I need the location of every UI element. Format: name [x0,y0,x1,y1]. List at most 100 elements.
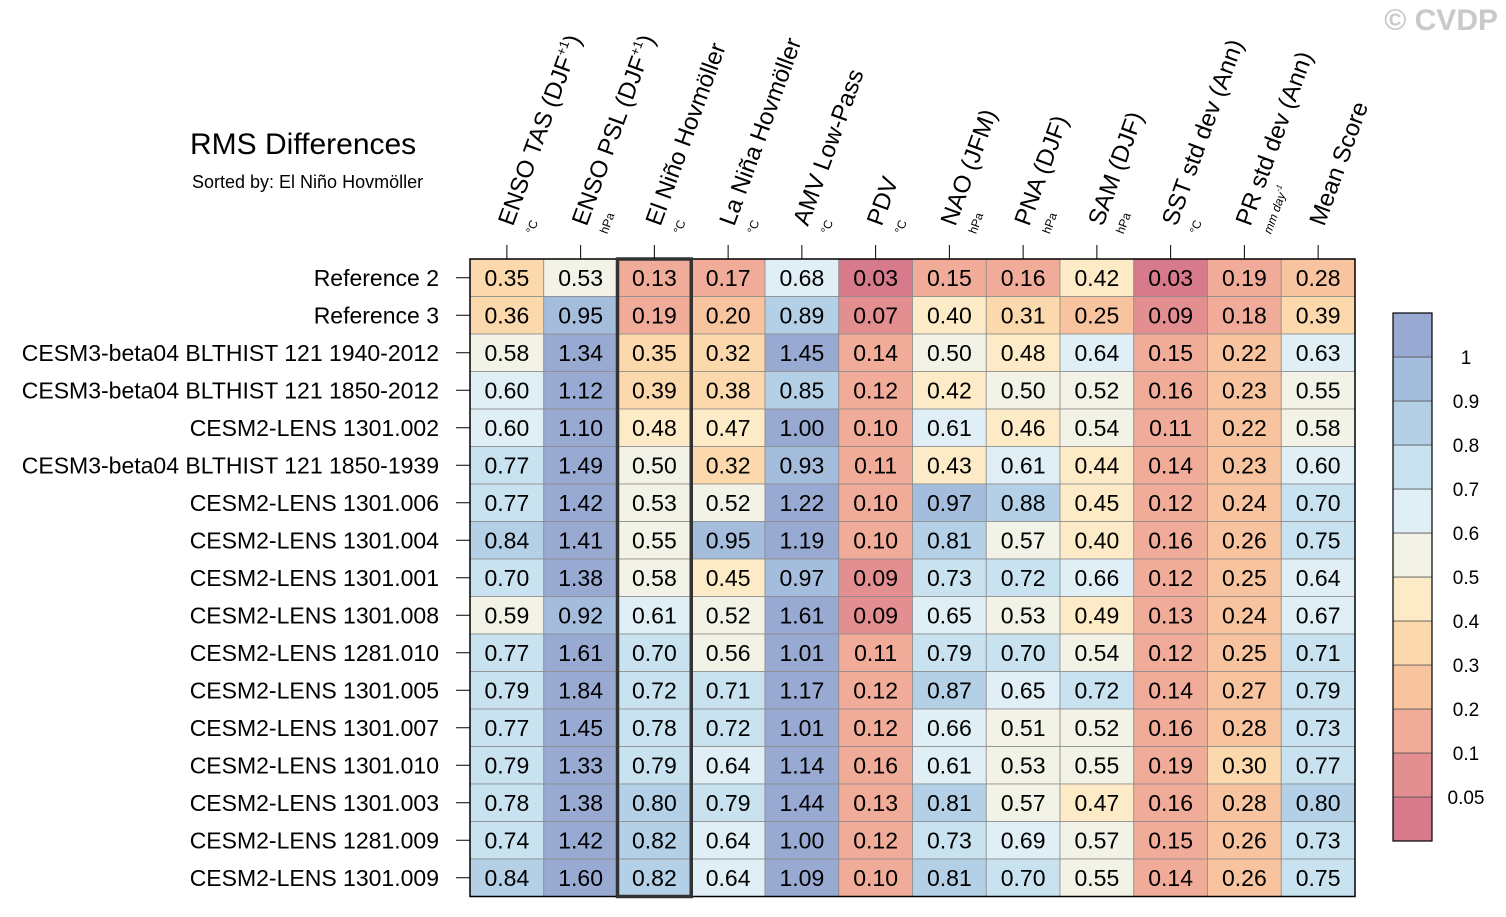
heatmap-cell [1280,558,1356,597]
cell-value-label: 0.16 [1148,715,1193,741]
cell-value-label: 0.12 [853,377,898,403]
heatmap-cell [1280,258,1356,297]
cell-value-label: 0.53 [1001,752,1046,778]
cell-value-label: 0.70 [1296,490,1341,516]
cell-value-label: 0.15 [927,265,972,291]
heatmap-cell [838,746,913,785]
cell-value-label: 0.32 [706,452,751,478]
cell-value-label: 0.77 [1296,752,1341,778]
cell-value-label: 1.12 [558,377,603,403]
heatmap-cell [617,671,692,710]
cell-value-label: 0.60 [1296,452,1341,478]
colorbar-label: 0.2 [1453,700,1479,721]
cell-value-label: 1.44 [779,790,824,816]
cell-value-label: 0.09 [1148,302,1193,328]
row-label: CESM2-LENS 1301.006 [190,490,439,516]
cell-value-label: 0.79 [484,677,529,703]
cell-value-label: 0.70 [1001,640,1046,666]
cell-value-label: 0.50 [632,452,677,478]
heatmap-cell [690,446,766,485]
cell-value-label: 0.95 [706,527,751,553]
cell-value-label: 0.31 [1001,302,1046,328]
heatmap-cell [764,371,840,410]
heatmap-cell [1133,371,1208,410]
cell-value-label: 1.01 [779,715,824,741]
cell-value-label: 0.14 [853,340,898,366]
heatmap-cell [764,671,840,710]
heatmap-cell [838,633,913,672]
column-header: Mean Score [1304,98,1374,229]
heatmap-cell [469,446,545,485]
heatmap-cell [985,746,1061,785]
cell-value-label: 1.00 [779,827,824,853]
heatmap-cell [985,633,1061,672]
heatmap-cell [764,558,840,597]
cell-value-label: 0.79 [927,640,972,666]
row-label: CESM3-beta04 BLTHIST 121 1940-2012 [22,340,439,366]
heatmap-cell [912,746,987,785]
heatmap-cell [912,296,987,335]
column-unit: °C [892,218,910,236]
cell-value-label: 0.55 [1074,865,1119,891]
cell-value-label: 0.12 [853,715,898,741]
heatmap-cell [1059,708,1135,747]
cell-value-label: 0.35 [632,340,677,366]
heatmap-cell [838,408,913,447]
cell-value-label: 0.66 [1074,565,1119,591]
heatmap-cell [1207,521,1282,560]
heatmap-cell [469,708,545,747]
cell-value-label: 1.61 [558,640,603,666]
heatmap-cell [1207,671,1282,710]
heatmap-cell [1207,746,1282,785]
heatmap-cell [1133,521,1208,560]
cell-value-label: 0.57 [1001,790,1046,816]
heatmap-cell [469,333,545,372]
heatmap-cell [617,858,692,897]
cell-value-label: 0.67 [1296,602,1341,628]
heatmap-cell [838,671,913,710]
heatmap-cell [1059,858,1135,897]
cell-value-label: 0.82 [632,827,677,853]
heatmap-cell [1133,446,1208,485]
cell-value-label: 0.28 [1222,715,1267,741]
cell-value-label: 0.10 [853,865,898,891]
colorbar-swatch [1392,708,1433,754]
cell-value-label: 0.87 [927,677,972,703]
heatmap-cell [469,296,545,335]
heatmap-cell [1280,746,1356,785]
cell-value-label: 0.60 [484,415,529,441]
heatmap-cell [617,783,692,822]
heatmap-cell [764,708,840,747]
cell-value-label: 1.01 [779,640,824,666]
cell-value-label: 0.12 [1148,490,1193,516]
heatmap-cell [838,333,913,372]
cell-value-label: 0.38 [706,377,751,403]
heatmap-cell [469,371,545,410]
colorbar-label: 0.5 [1453,568,1479,589]
cell-value-label: 0.70 [484,565,529,591]
cell-value-label: 0.20 [706,302,751,328]
cell-value-label: 0.03 [853,265,898,291]
cell-value-label: 0.72 [706,715,751,741]
row-label: CESM2-LENS 1301.001 [190,565,439,591]
heatmap-cell [912,708,987,747]
heatmap-cell [985,783,1061,822]
cell-value-label: 0.51 [1001,715,1046,741]
heatmap-cell [838,483,913,522]
column-label: ENSO PSL (DJF+1) [566,31,661,229]
column-label: SAM (DJF) [1083,108,1149,229]
cell-value-label: 0.52 [706,602,751,628]
row-label: CESM3-beta04 BLTHIST 121 1850-1939 [22,452,439,478]
cell-value-label: 0.25 [1074,302,1119,328]
heatmap-cell [1059,483,1135,522]
colorbar-label: 0.6 [1453,524,1479,545]
heatmap-cell [1280,408,1356,447]
cell-value-label: 0.42 [1074,265,1119,291]
cell-value-label: 0.03 [1148,265,1193,291]
cell-value-label: 0.72 [632,677,677,703]
heatmap-cell [912,633,987,672]
cell-value-label: 0.58 [484,340,529,366]
heatmap-cell [912,783,987,822]
cell-value-label: 0.60 [484,377,529,403]
cell-value-label: 0.09 [853,602,898,628]
